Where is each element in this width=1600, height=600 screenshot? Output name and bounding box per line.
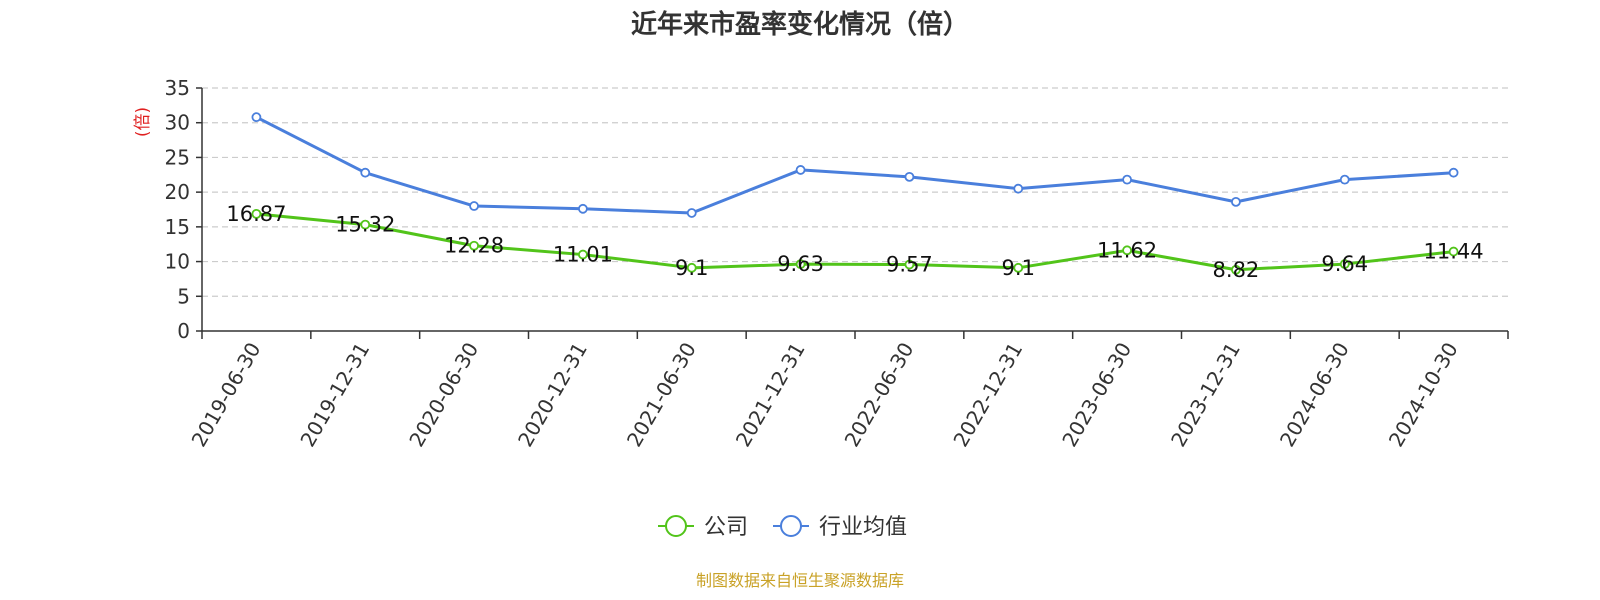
data-point[interactable] <box>251 208 262 219</box>
y-tick-label: 20 <box>165 180 190 204</box>
data-label: 12.28 <box>444 234 504 258</box>
data-label: 11.62 <box>1097 238 1157 262</box>
y-tick-label: 25 <box>165 145 190 169</box>
x-tick-label: 2020-06-30 <box>404 338 483 451</box>
series-line <box>256 212 1454 272</box>
data-point[interactable] <box>1122 245 1132 256</box>
data-label: 9.57 <box>886 253 933 277</box>
x-tick-label: 2024-10-30 <box>1384 338 1463 451</box>
x-tick-label: 2021-12-31 <box>731 338 810 451</box>
data-point[interactable] <box>469 201 479 211</box>
series-layer <box>251 112 1459 275</box>
data-point[interactable] <box>578 249 588 260</box>
y-tick-label: 35 <box>165 76 190 100</box>
y-axis-label: (倍) <box>133 107 153 137</box>
legend-label: 行业均值 <box>819 515 907 540</box>
data-point[interactable] <box>360 167 371 178</box>
legend[interactable]: 公司 行业均值 <box>658 515 907 540</box>
data-label: 16.87 <box>226 202 286 226</box>
data-label: 9.63 <box>777 252 824 276</box>
data-labels: 16.87 15.32 12.28 11.01 9.1 9.63 9.57 9.1 11.62 8… <box>226 202 1483 282</box>
y-tick-label: 10 <box>165 250 190 274</box>
data-label: 11.01 <box>553 243 613 267</box>
x-tick-label: 2023-12-31 <box>1166 338 1245 451</box>
grid-lines <box>202 87 1508 297</box>
data-point[interactable] <box>578 203 588 214</box>
data-label: 11.44 <box>1424 240 1484 264</box>
chart-title: 近年来市盈率变化情况（倍） <box>630 10 969 40</box>
source-note: 制图数据来自恒生聚源数据库 <box>695 571 904 590</box>
x-tick-label: 2021-06-30 <box>622 338 701 451</box>
y-tick-label: 30 <box>165 111 190 135</box>
legend-marker <box>780 515 802 537</box>
x-tick-label: 2022-06-30 <box>840 338 919 451</box>
data-point[interactable] <box>795 165 806 175</box>
legend-item[interactable]: 公司 <box>658 515 748 540</box>
x-tick-label: 2019-12-31 <box>295 338 374 451</box>
series-line <box>255 115 1454 215</box>
data-point[interactable] <box>686 208 697 218</box>
y-tick-label: 0 <box>177 319 190 343</box>
data-point[interactable] <box>1013 262 1024 273</box>
data-point[interactable] <box>251 112 262 123</box>
data-point[interactable] <box>904 171 915 182</box>
data-label: 9.1 <box>675 256 708 280</box>
data-label: 9.1 <box>1002 256 1035 280</box>
y-tick-label: 5 <box>177 284 190 308</box>
legend-label: 公司 <box>704 515 748 540</box>
data-point[interactable] <box>1448 167 1459 178</box>
data-point[interactable] <box>1013 183 1024 194</box>
data-point[interactable] <box>1231 196 1241 207</box>
x-tick-label: 2020-12-31 <box>513 338 592 451</box>
legend-item[interactable]: 行业均值 <box>773 515 907 540</box>
legend-marker <box>665 515 687 537</box>
data-label: 8.82 <box>1213 258 1260 282</box>
data-point[interactable] <box>686 262 697 273</box>
data-label: 9.64 <box>1321 252 1368 276</box>
data-point[interactable] <box>904 259 915 270</box>
x-tick-label: 2019-06-30 <box>187 338 266 451</box>
x-tick-label: 2022-12-31 <box>948 338 1027 451</box>
data-point[interactable] <box>1448 246 1459 257</box>
data-point[interactable] <box>360 219 371 230</box>
x-tick-label: 2023-06-30 <box>1057 338 1136 451</box>
y-tick-label: 15 <box>165 215 190 239</box>
data-point[interactable] <box>1339 259 1350 269</box>
data-point[interactable] <box>1122 174 1132 185</box>
x-tick-label: 2024-06-30 <box>1275 338 1354 451</box>
data-point[interactable] <box>469 240 479 251</box>
data-point[interactable] <box>795 259 806 270</box>
data-label: 15.32 <box>335 213 395 237</box>
data-point[interactable] <box>1339 174 1350 185</box>
data-point[interactable] <box>1231 264 1241 275</box>
